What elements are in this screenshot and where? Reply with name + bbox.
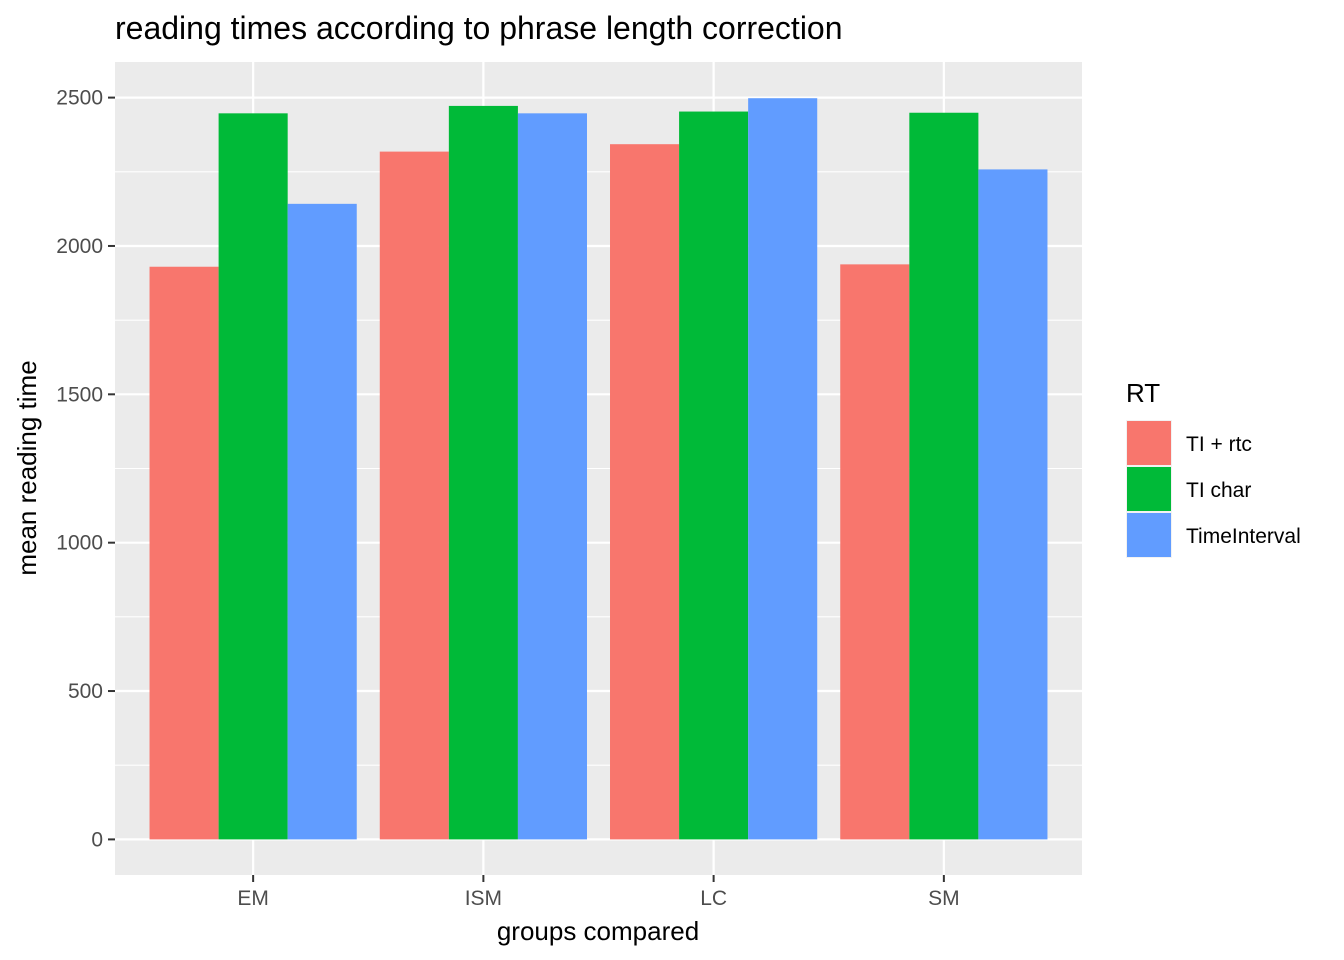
bar: [679, 111, 749, 840]
legend-label: TI char: [1186, 479, 1251, 502]
bars: [149, 98, 1048, 840]
legend-key: [1127, 467, 1171, 511]
bar: [448, 105, 518, 840]
y-tick-label: 2500: [56, 87, 103, 110]
x-tick-label: LC: [700, 887, 727, 910]
legend-key: [1127, 513, 1171, 557]
y-tick-label: 1000: [56, 532, 103, 555]
bar: [517, 113, 587, 840]
y-tick-label: 500: [68, 680, 103, 703]
bar: [909, 112, 979, 840]
legend-items: TI + rtc TI char TimeInterval: [1126, 420, 1301, 558]
x-axis-ticks: EM ISM LC SM: [237, 875, 960, 910]
bar: [218, 113, 288, 840]
legend-label: TimeInterval: [1186, 525, 1301, 548]
y-tick-label: 1500: [56, 383, 103, 406]
x-tick-label: ISM: [465, 887, 502, 910]
legend-label: TI + rtc: [1186, 433, 1252, 456]
bar: [287, 203, 357, 840]
y-axis-title: mean reading time: [12, 360, 42, 575]
bar: [610, 144, 680, 840]
y-tick-label: 2000: [56, 235, 103, 258]
bar: [978, 169, 1048, 840]
legend-key: [1127, 421, 1171, 465]
legend: RT TI + rtc TI char TimeInterval: [1126, 378, 1301, 558]
legend-title: RT: [1126, 378, 1160, 408]
bar: [840, 264, 910, 840]
x-tick-label: SM: [928, 887, 960, 910]
chart-title: reading times according to phrase length…: [115, 10, 843, 46]
y-axis-ticks: 0 500 1000 1500 2000 2500: [56, 87, 115, 851]
y-tick-label: 0: [91, 828, 103, 851]
bar: [379, 151, 449, 840]
x-tick-label: EM: [237, 887, 269, 910]
bar: [748, 98, 818, 840]
x-axis-title: groups compared: [497, 916, 699, 946]
bar: [149, 266, 219, 840]
